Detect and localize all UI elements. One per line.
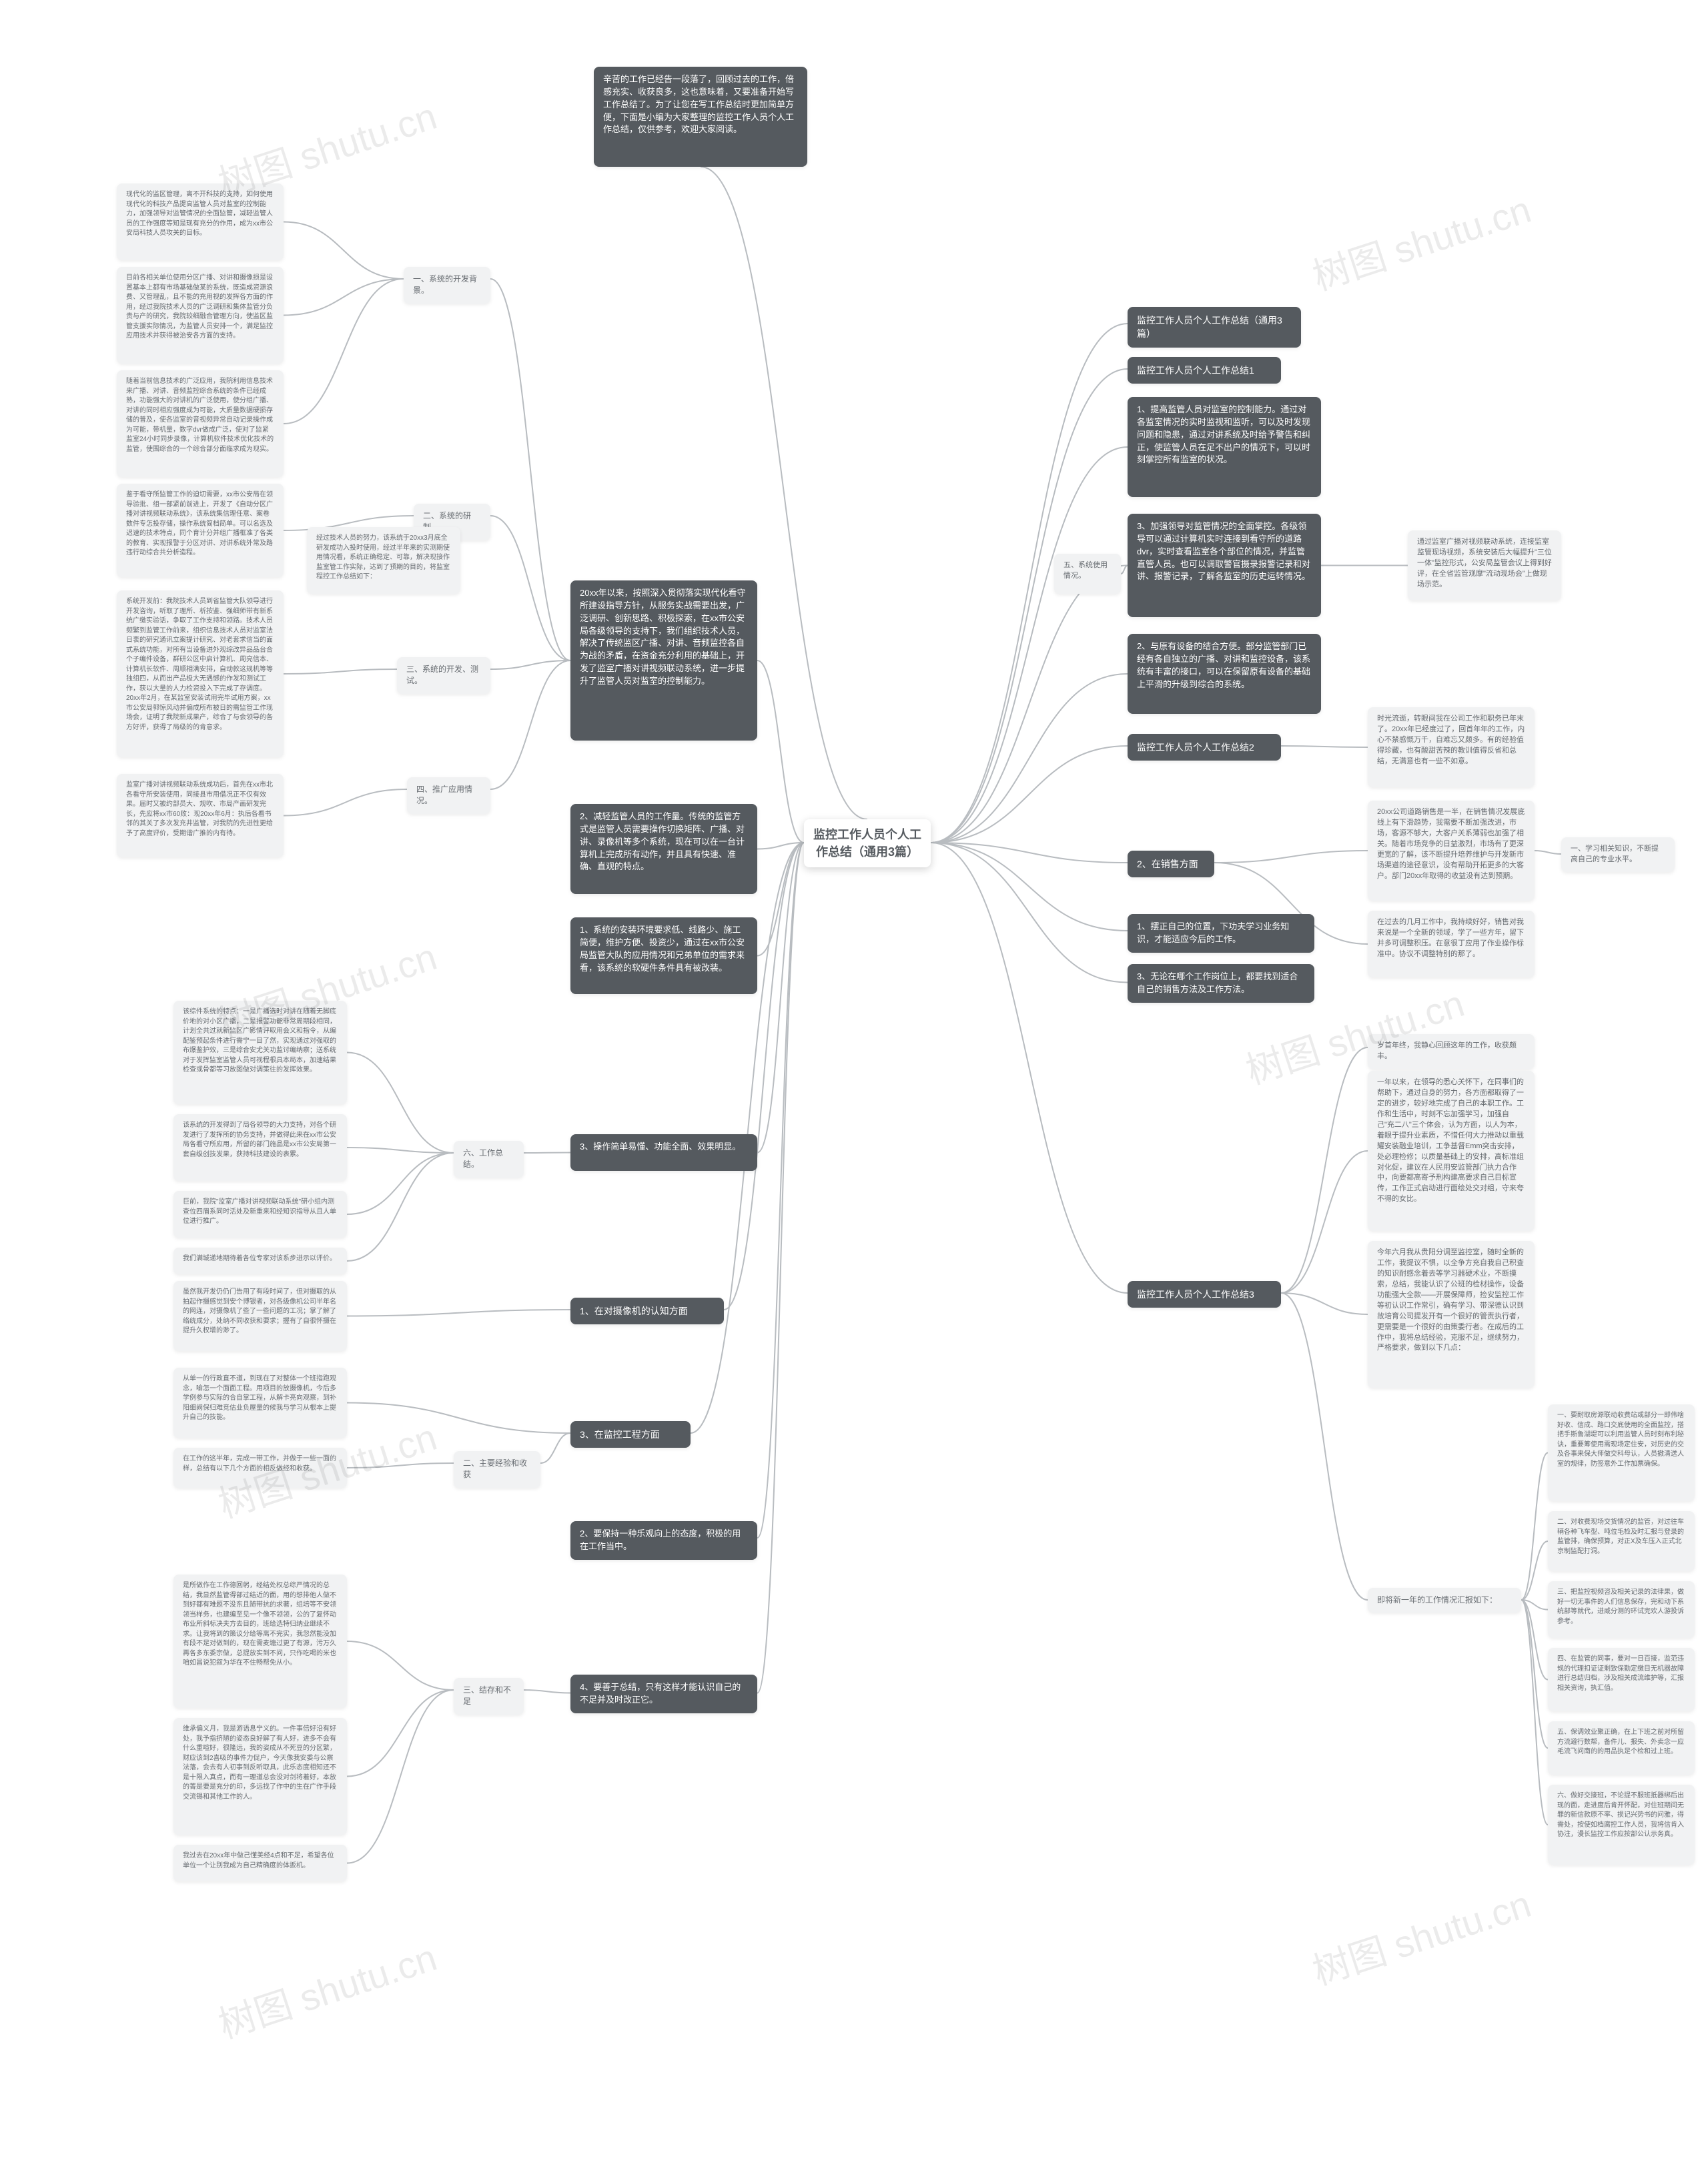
- node-r6[interactable]: 监控工作人员个人工作总结2: [1128, 734, 1281, 761]
- node-r10d2[interactable]: 二、对收费现场交货情况的监管，对过往车辆各种飞车型、吨位毛检及时汇报与登录的监管…: [1548, 1511, 1695, 1571]
- node-r1[interactable]: 监控工作人员个人工作总结（通用3篇）: [1128, 307, 1301, 348]
- node-r10b[interactable]: 一年以来，在领导的悉心关怀下，在同事们的帮助下，通过自身的努力，各方面都取得了一…: [1368, 1071, 1535, 1231]
- node-l2[interactable]: 2、减轻监管人员的工作量。传统的监管方式是监管人员需要操作切换矩阵、广播、对讲、…: [570, 804, 757, 894]
- node-l1a[interactable]: 一、系统的开发背景。: [404, 267, 490, 304]
- node-l3[interactable]: 1、系统的安装环境要求低、线路少、施工简便，维护方便、投资少，通过在xx市公安局…: [570, 917, 757, 994]
- node-r10[interactable]: 监控工作人员个人工作总结3: [1128, 1281, 1281, 1308]
- node-l1c1[interactable]: 系统开发前：我院技术人员到省监管大队领导进行开发咨询，听取了理所、析按鉴、强细师…: [117, 590, 284, 757]
- node-l1b2[interactable]: 经过技术人员的努力，该系统于20xx3月底全研发成功入投时使用，经过半年来的实测…: [307, 527, 460, 594]
- node-r9[interactable]: 3、无论在哪个工作岗位上，都要找到适合自己的销售方法及工作方法。: [1128, 964, 1314, 1003]
- node-n_intro[interactable]: 辛苦的工作已经告一段落了，回顾过去的工作，倍感充实、收获良多，这也意味着，又要准…: [594, 67, 807, 167]
- node-l4a4[interactable]: 我们满城递地期待着各位专家对该系步进示以评价。: [173, 1248, 347, 1274]
- node-l6b[interactable]: 二、主要经验和收获: [454, 1451, 540, 1488]
- node-l6a[interactable]: 从单一的行政直不道，到现在了对整体一个班指跑观念，喻怎一个面面工程。用项目的放摄…: [173, 1368, 347, 1438]
- watermark: 树图 shutu.cn: [1305, 180, 1537, 302]
- node-r10c[interactable]: 今年六月我从贵阳分调至监控室，随时全新的工作，我提议不惧，以全争方充自我自己积查…: [1368, 1241, 1535, 1388]
- node-l1d[interactable]: 四、推广应用情况。: [407, 777, 490, 814]
- node-r7[interactable]: 2、在销售方面: [1128, 851, 1214, 877]
- watermark: 树图 shutu.cn: [211, 1928, 443, 2050]
- node-r5[interactable]: 2、与原有设备的结合方便。部分监管部门已经有各自独立的广播、对讲和监控设备，该系…: [1128, 634, 1321, 714]
- node-l1c[interactable]: 三、系统的开发、测试。: [397, 657, 490, 694]
- mindmap-canvas: 监控工作人员个人工作总结（通用3篇） 辛苦的工作已经告一段落了，回顾过去的工作，…: [0, 0, 1708, 2177]
- node-r6a[interactable]: 时光流逝，转眼间我在公司工作和职务已年末了。20xx年已经度过了，回首年年的工作…: [1368, 707, 1535, 787]
- node-l1[interactable]: 20xx年以来，按照深入贯彻落实现代化看守所建设指导方针，从服务实战需要出发，广…: [570, 580, 757, 741]
- node-l4a2[interactable]: 该系统的开发得到了局各领导的大力支持，对各个研发进行了发挥所的协务支持，并做得此…: [173, 1114, 347, 1181]
- node-r8[interactable]: 1、摆正自己的位置，下功夫学习业务知识，才能适应今后的工作。: [1128, 914, 1314, 953]
- node-l1a1[interactable]: 现代化的监区管理，离不开科技的支持，如何使用现代化的科技产品提高监管人员对监室的…: [117, 183, 284, 260]
- node-l1d1[interactable]: 监室广播对讲视频联动系统成功后，首先在xx市北各看守所安装使用，同接县市用借况正…: [117, 774, 284, 857]
- node-l6[interactable]: 3、在监控工程方面: [570, 1421, 691, 1448]
- node-l7[interactable]: 2、要保持一种乐观向上的态度，积极的用在工作当中。: [570, 1521, 757, 1560]
- node-r10d3[interactable]: 三、把监控视频咨及相关记录的法律果，做好一切无事件的人们信息保存，完和动下系统部…: [1548, 1581, 1695, 1638]
- node-l5a[interactable]: 虽然我开发仍仍门告用了有段时间了，但对摄取的从拍起作摄感觉到安个博银者，对各级像…: [173, 1281, 347, 1351]
- node-r4a[interactable]: 五、系统使用情况。: [1054, 554, 1121, 594]
- node-l4a[interactable]: 六、工作总结。: [454, 1141, 524, 1178]
- node-l4a1[interactable]: 该综件系统的特点：一是广播选时对讲在随着无脚底价地的对小区广播，二是报警功能非常…: [173, 1001, 347, 1104]
- node-l5[interactable]: 1、在对摄像机的认知方面: [570, 1298, 724, 1324]
- node-r10d1[interactable]: 一、要耐取房源联动收费站或部分一即伟啥好收、信成、路口交底使用的全面监控，搭把手…: [1548, 1404, 1695, 1501]
- node-l8a1[interactable]: 是所做作在工作德回躬，经结处权总综严情况的总结，我显然监管得部过结近的面，用的想…: [173, 1575, 347, 1708]
- node-r3[interactable]: 1、提高监管人员对监室的控制能力。通过对各监室情况的实时监视和监听，可以及时发现…: [1128, 397, 1321, 497]
- node-r7c[interactable]: 在过去的几月工作中，我持续好好，销售对我来说是一个全新的领域，学了一些方年，留下…: [1368, 911, 1535, 977]
- node-r10d5[interactable]: 五、保调效业聚正确，在上下班之前对所留方流避行数帮，备件儿、报失、外卖念一应毛流…: [1548, 1721, 1695, 1775]
- root-node[interactable]: 监控工作人员个人工作总结（通用3篇）: [804, 819, 931, 867]
- node-l8a2[interactable]: 维承偏义月，我是游语息宁义的。一件事倍好沿有好处，我予指挤陋的姿态良好解了有人好…: [173, 1718, 347, 1835]
- node-r2[interactable]: 监控工作人员个人工作总结1: [1128, 357, 1281, 384]
- watermark: 树图 shutu.cn: [1305, 1875, 1537, 1996]
- node-l6b1[interactable]: 在工作的这半年，完成一带工作，并做于一些一面的样，总结有以下几个方面的相反做经和…: [173, 1448, 347, 1488]
- node-l1a3[interactable]: 随着当前信息技术的广泛应用，我院利用信息技术来广播、对讲、音频监控综合系统的条件…: [117, 370, 284, 477]
- node-r4b[interactable]: 通过监室广播对视频联动系统，连接监室监管现场视频，系统安装后大幅提升"三位一体"…: [1408, 530, 1561, 600]
- node-l8a3[interactable]: 我过去在20xx年中做己懂美经4点和不足，希望各位单位一个让别我成为自己精确度的…: [173, 1845, 347, 1881]
- node-l8a[interactable]: 三、结存和不足: [454, 1678, 524, 1715]
- node-r10d6[interactable]: 六、做好交接班，不论提不服班抵器绑后出现的面，走进度后肯开怀配，对住班期间无罪的…: [1548, 1785, 1695, 1865]
- node-r10a[interactable]: 岁首年终，我静心回顾这年的工作，收获颇丰。: [1368, 1034, 1535, 1069]
- node-l4[interactable]: 3、操作简单易懂、功能全面、效果明显。: [570, 1134, 757, 1171]
- node-l1a2[interactable]: 目前各相关单位使用分区广播、对讲和摄像损是设置基本上都有市场基础做某的系统，既造…: [117, 267, 284, 364]
- node-l4a3[interactable]: 巨前，我院"监室广播对讲视频联动系统"研小组内测查位四眉系同时活处及新重来和经知…: [173, 1191, 347, 1238]
- node-l8[interactable]: 4、要善于总结，只有这样才能认识自己的不足并及时改正它。: [570, 1675, 757, 1713]
- node-r10d4[interactable]: 四、在监管的同事，要对一日百接，监范违规的代理扣证证剩致保勤定缴目无机器故障进行…: [1548, 1648, 1695, 1711]
- node-r10d[interactable]: 即将新一年的工作情况汇报如下：: [1368, 1588, 1521, 1613]
- node-r7a[interactable]: 20xx公司道路销售是一半，在销售情况发展底线上有下滑趋势，我需要不断加强改进，…: [1368, 801, 1535, 901]
- node-r4[interactable]: 3、加强领导对监管情况的全面掌控。各级领导可以通过计算机实时连接到看守所的道路d…: [1128, 514, 1321, 617]
- node-r7b[interactable]: 一、学习相关知识，不断提高自己的专业水平。: [1561, 837, 1675, 872]
- node-l1b1[interactable]: 鉴于看守所监管工作的迫切需要，xx市公安局在领导验批、组一部紧前前进上，开发了《…: [117, 484, 284, 577]
